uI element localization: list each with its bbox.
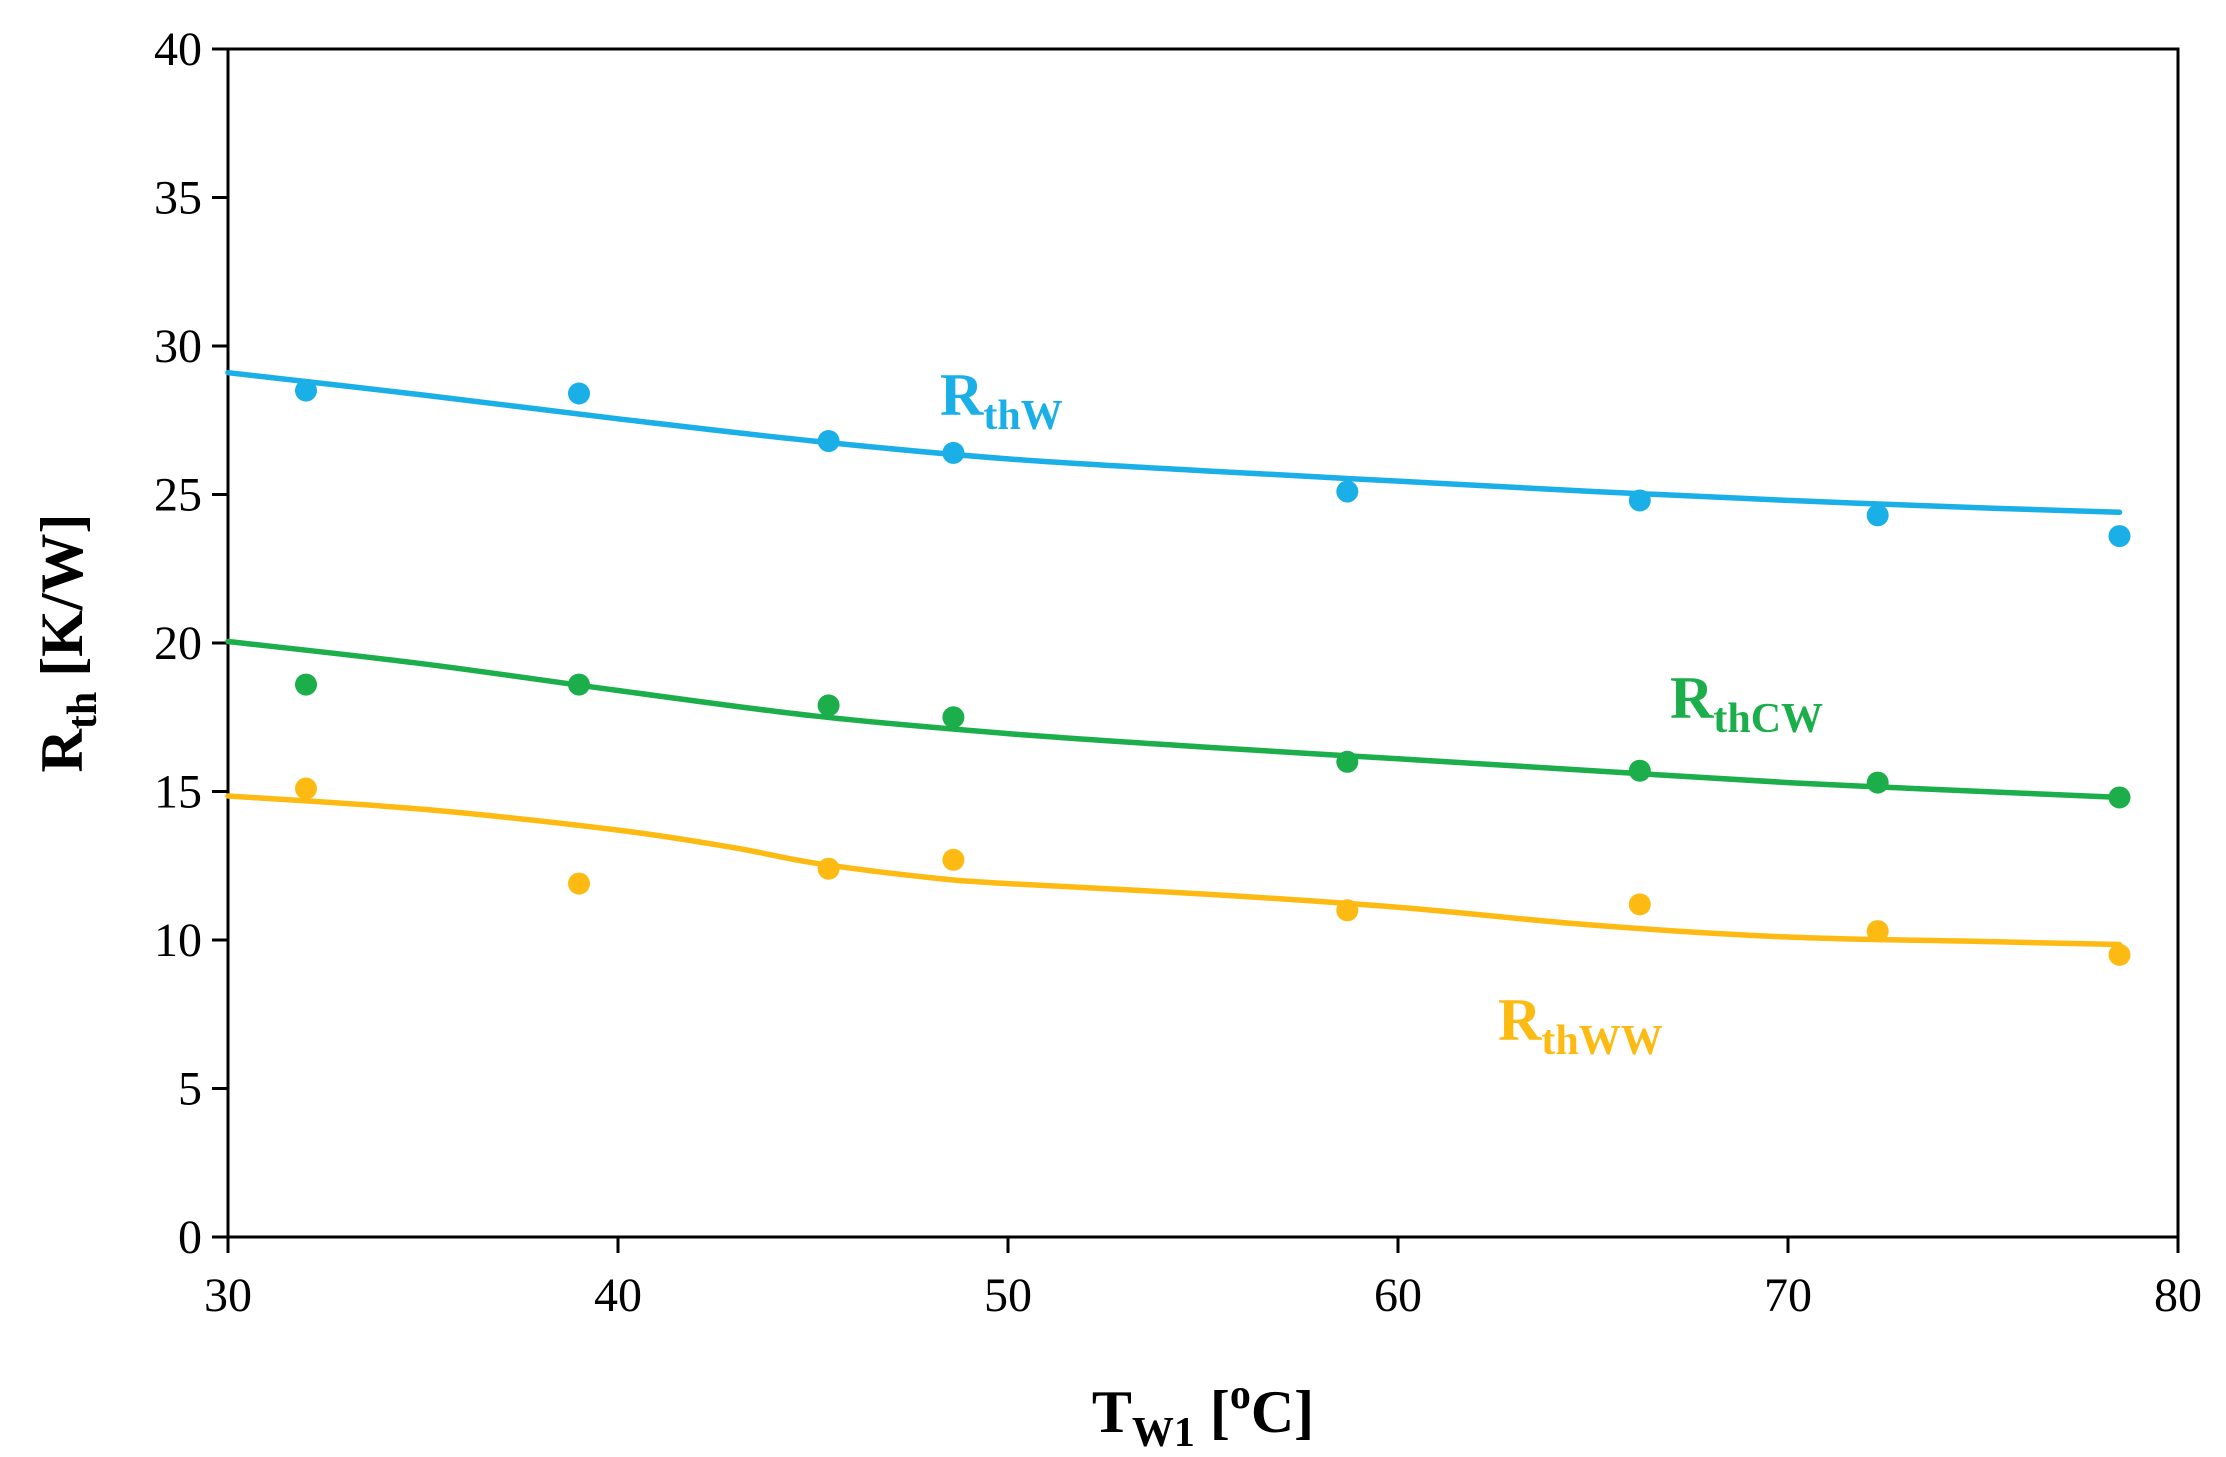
data-point-rthw [817,430,840,453]
series-label-rthw-sub: thW [983,393,1062,439]
series-label-rthcw: RthCW [1670,665,1823,742]
x-axis-title-sub: W1 [1132,1410,1195,1456]
series-label-rthww-main: R [1498,987,1542,1053]
y-tick-label: 35 [154,172,202,225]
data-point-rthcw [1628,759,1651,782]
data-point-rthww [817,857,840,880]
data-point-rthww [295,777,317,800]
data-point-rthww [568,872,590,895]
data-point-rthww [2108,943,2131,966]
x-tick-label: 80 [2154,1269,2202,1322]
data-point-rthw [1866,504,1889,527]
data-point-rthw [1628,489,1651,512]
series-rthw [225,369,2131,548]
x-axis-title-sup: o [1230,1372,1251,1418]
plot-frame [226,47,2180,1239]
data-point-rthcw [295,673,317,696]
data-point-rthww [1628,893,1651,916]
data-point-rthww [1336,899,1359,922]
series-rthww [225,777,2131,966]
y-axis-title-sub: th [60,692,106,729]
series-label-rthww-sub: thWW [1541,1018,1662,1064]
x-axis-title-main: T [1092,1379,1132,1445]
series-label-rthcw-sub: thCW [1713,696,1823,742]
series-layer [225,369,2131,966]
data-point-rthw [942,441,965,464]
y-axis-ticks: 0 5 10 15 20 25 30 35 40 [154,23,228,1264]
trendline-rthcw [225,638,2123,801]
series-label-rthcw-main: R [1670,665,1714,731]
data-point-rthw [2108,525,2131,548]
x-tick-label: 60 [1374,1269,1422,1322]
x-tick-label: 40 [594,1269,642,1322]
data-point-rthcw [942,706,965,729]
y-tick-label: 25 [154,469,202,522]
data-point-rthw [1336,480,1359,503]
y-axis-title: Rth [K/W] [29,513,106,772]
y-axis-title-main: R [29,729,95,773]
y-tick-label: 30 [154,320,202,373]
y-axis-title-rest: [K/W] [29,513,95,691]
x-axis-ticks: 30 40 50 60 70 80 [204,1237,2202,1322]
series-label-rthw: RthW [940,362,1063,439]
series-label-rthww: RthWW [1498,987,1663,1064]
x-tick-label: 30 [204,1269,252,1322]
data-point-rthww [1866,920,1889,943]
data-point-rthcw [1336,750,1359,773]
series-label-rthw-main: R [940,362,984,428]
x-tick-label: 70 [1764,1269,1812,1322]
series-rthcw [225,638,2131,809]
trendline-rthw [225,369,2123,516]
y-tick-label: 0 [178,1211,202,1264]
x-axis-title-rest: C] [1251,1379,1314,1445]
data-point-rthww [942,848,965,871]
data-point-rthcw [2108,786,2131,809]
y-tick-label: 5 [178,1063,202,1116]
data-point-rthw [568,382,590,405]
x-axis-title: TW1 [oC] [1092,1372,1314,1456]
x-axis-title-bracket: [ [1195,1379,1230,1445]
data-point-rthcw [817,694,840,717]
data-point-rthw [295,379,317,402]
data-point-rthcw [568,673,590,696]
y-tick-label: 40 [154,23,202,76]
y-tick-label: 10 [154,914,202,967]
y-tick-label: 20 [154,617,202,670]
trendline-rthww [225,793,2123,948]
y-tick-label: 15 [154,766,202,819]
data-point-rthcw [1866,771,1889,794]
x-tick-label: 50 [984,1269,1032,1322]
